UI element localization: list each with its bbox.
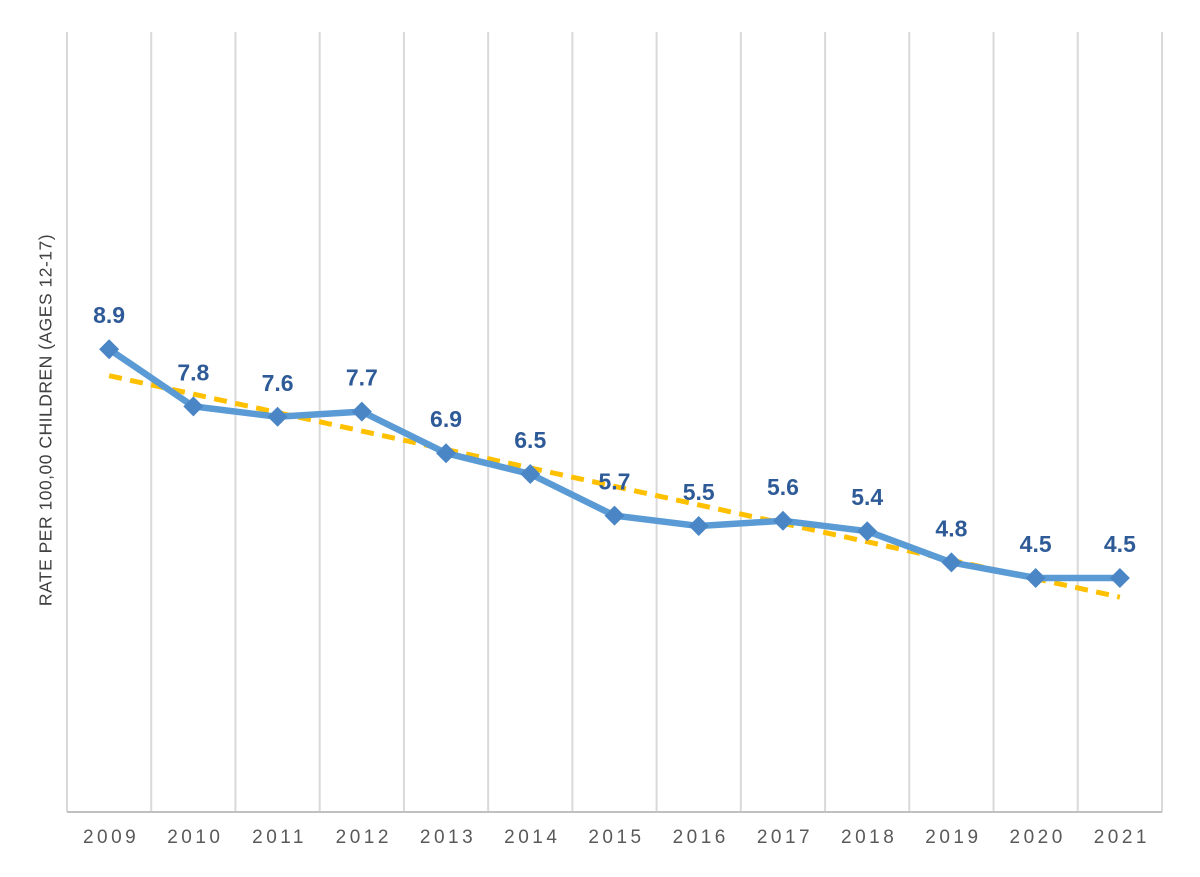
data-label: 4.8 — [935, 515, 967, 541]
data-label: 4.5 — [1104, 531, 1136, 557]
data-label: 6.5 — [514, 427, 546, 453]
x-tick-label: 2018 — [841, 827, 897, 848]
data-point-marker — [688, 516, 709, 536]
data-point-marker — [772, 510, 793, 531]
data-label: 4.5 — [1020, 531, 1052, 557]
x-tick-label: 2017 — [757, 827, 813, 848]
data-point-marker — [1025, 568, 1046, 588]
data-label: 5.7 — [599, 469, 631, 495]
data-point-marker — [351, 401, 372, 422]
x-tick-label: 2010 — [167, 827, 223, 848]
data-label: 5.6 — [767, 474, 799, 500]
x-tick-label: 2012 — [336, 827, 392, 848]
data-label: 7.8 — [177, 359, 209, 385]
data-label: 7.7 — [346, 365, 378, 391]
data-label: 8.9 — [93, 302, 125, 328]
data-point-marker — [520, 464, 541, 484]
data-label: 5.5 — [683, 479, 715, 505]
data-label: 6.9 — [430, 406, 462, 432]
data-point-marker — [183, 396, 204, 417]
x-tick-label: 2011 — [252, 827, 307, 848]
data-point-marker — [941, 552, 962, 573]
data-point-marker — [99, 339, 120, 360]
x-tick-label: 2016 — [673, 827, 729, 848]
data-label: 7.6 — [262, 370, 294, 396]
x-tick-label: 2013 — [420, 827, 476, 848]
x-tick-label: 2009 — [83, 827, 139, 848]
data-point-marker — [857, 521, 878, 542]
data-point-marker — [436, 443, 457, 464]
x-tick-label: 2014 — [504, 827, 560, 848]
x-tick-label: 2021 — [1094, 827, 1150, 848]
data-point-marker — [267, 406, 288, 427]
data-point-marker — [1109, 568, 1130, 588]
x-tick-label: 2020 — [1010, 827, 1066, 848]
x-tick-label: 2015 — [588, 827, 644, 848]
x-tick-label: 2019 — [925, 827, 981, 848]
data-label: 5.4 — [851, 484, 883, 510]
data-point-marker — [604, 505, 625, 526]
